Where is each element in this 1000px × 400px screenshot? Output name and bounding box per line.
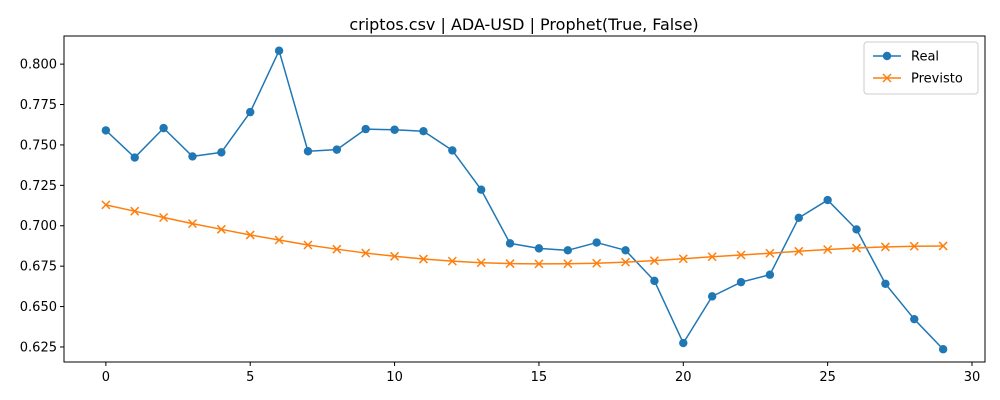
data-point [938, 241, 948, 251]
data-point [159, 212, 169, 223]
x-tick-label: 20 [675, 370, 692, 385]
data-point [217, 148, 226, 157]
plot-area [101, 46, 948, 354]
legend: Real Previsto [863, 41, 979, 95]
data-point [679, 338, 688, 348]
data-point [621, 257, 631, 267]
data-point [852, 225, 861, 234]
y-tick-label: 0.725 [20, 179, 57, 194]
y-tick-label: 0.625 [20, 340, 57, 355]
data-point [765, 270, 775, 279]
data-point [274, 235, 284, 245]
data-point [476, 258, 486, 268]
data-point [563, 246, 573, 255]
data-point [101, 200, 111, 210]
series-line [105, 49, 944, 350]
data-point [592, 238, 601, 247]
data-point [909, 241, 919, 251]
x-tick-label: 10 [386, 370, 403, 385]
data-point [851, 243, 862, 253]
data-point [476, 185, 486, 194]
data-point [390, 251, 400, 261]
data-point [101, 126, 111, 135]
data-point [245, 230, 255, 240]
data-point [448, 146, 457, 155]
x-tick-label: 0 [102, 370, 110, 385]
data-point [592, 258, 602, 268]
data-point [794, 213, 803, 223]
data-point [678, 254, 688, 264]
data-point [187, 219, 198, 229]
data-point [418, 254, 428, 264]
data-point [130, 206, 140, 216]
data-point [390, 125, 399, 134]
data-point [823, 195, 832, 205]
data-point [332, 244, 342, 254]
data-point [274, 46, 284, 55]
data-point [707, 252, 717, 262]
y-tick-label: 0.775 [20, 98, 57, 113]
data-point [447, 256, 457, 266]
series-real [101, 46, 948, 354]
axes: 0 5 10 15 20 25 30 0.625 0.650 0.675 0.700 0.725 0.7… [20, 35, 986, 385]
y-tick-label: 0.650 [20, 300, 57, 315]
y-tick-label: 0.750 [20, 138, 57, 153]
data-point [361, 124, 370, 134]
data-point [910, 314, 919, 324]
legend-label: Real [911, 50, 939, 65]
data-point [707, 292, 717, 301]
data-point [650, 276, 659, 286]
data-point [188, 152, 197, 161]
y-tick-label: 0.675 [20, 260, 57, 275]
data-point [361, 248, 371, 258]
data-point [130, 153, 139, 162]
data-point [419, 126, 428, 136]
y-tick-label: 0.700 [20, 219, 57, 234]
chart-title: criptos.csv | ADA-USD | Prophet(True, Fa… [349, 15, 698, 34]
data-point [736, 250, 746, 260]
x-tick-label: 25 [819, 370, 836, 385]
data-point [303, 240, 313, 250]
data-point [938, 345, 948, 354]
data-point [505, 239, 515, 248]
legend-box [863, 41, 979, 95]
data-point [332, 145, 342, 154]
data-point [159, 123, 168, 133]
y-tick-label: 0.800 [20, 58, 57, 73]
data-point [303, 147, 313, 156]
data-point [823, 244, 833, 255]
legend-item-previsto: Previsto [873, 72, 963, 87]
data-point [246, 107, 255, 117]
data-point [534, 259, 544, 269]
data-point [794, 246, 804, 256]
legend-marker [882, 51, 892, 61]
data-point [881, 279, 890, 288]
x-tick-label: 15 [531, 370, 548, 385]
legend-item-real: Real [873, 50, 939, 65]
data-point [880, 242, 890, 252]
x-tick-label: 30 [964, 370, 981, 385]
axes-frame [63, 35, 986, 363]
data-point [765, 248, 775, 258]
legend-label: Previsto [911, 72, 963, 87]
legend-marker [882, 73, 892, 83]
series-line [105, 204, 944, 265]
data-point [563, 259, 573, 269]
series-previsto [101, 200, 948, 269]
data-point [534, 244, 544, 253]
x-tick-label: 5 [246, 370, 254, 385]
data-point [649, 256, 659, 266]
data-point [216, 224, 226, 234]
data-point [621, 246, 630, 255]
data-point [736, 277, 746, 287]
data-point [505, 259, 515, 269]
